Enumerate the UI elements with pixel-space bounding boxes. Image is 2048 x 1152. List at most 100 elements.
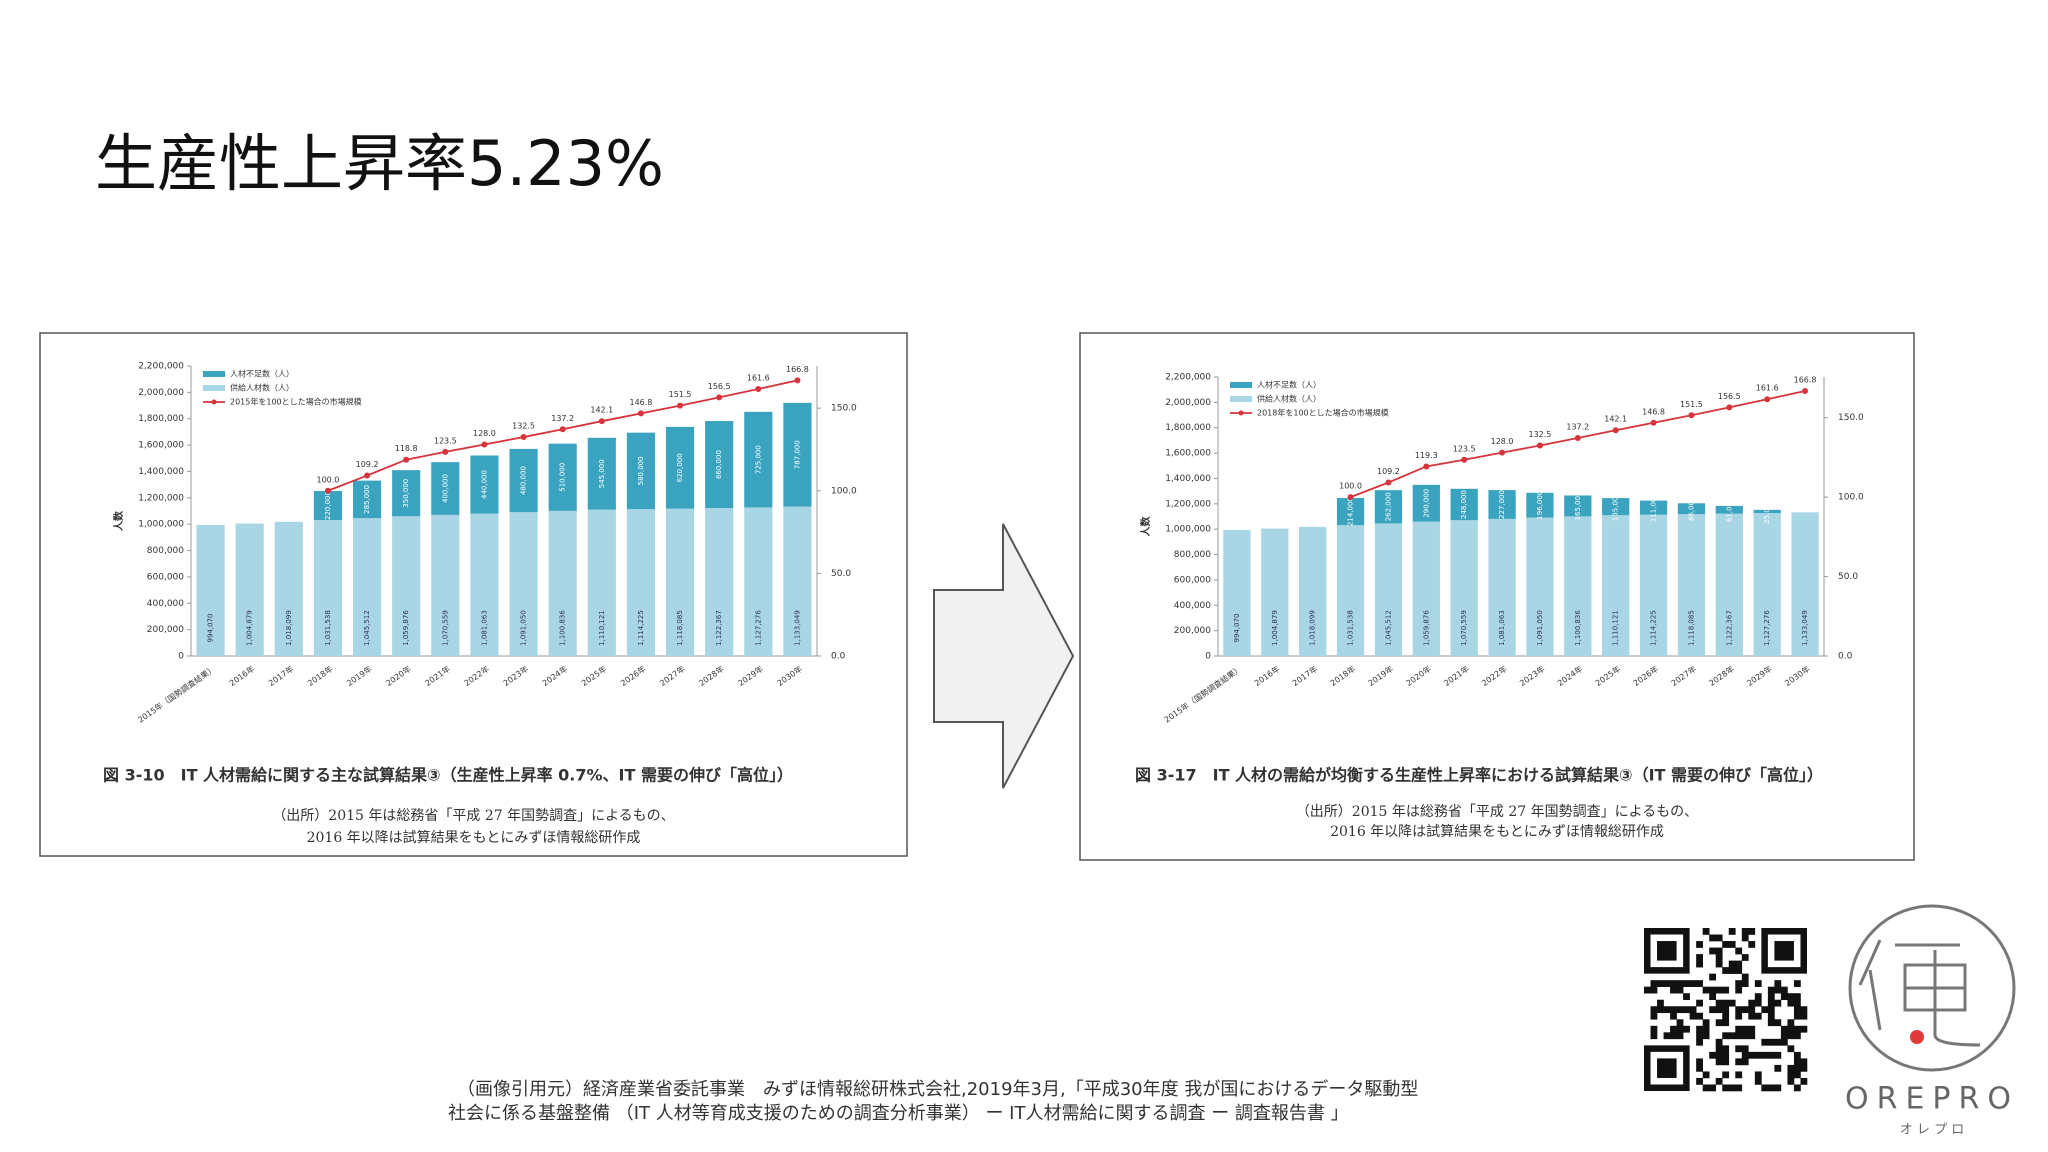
y2-tick-label: 0.0 bbox=[831, 652, 846, 662]
qr-cell bbox=[1793, 999, 1801, 1007]
bar-segment bbox=[1374, 490, 1403, 524]
qr-cell bbox=[1715, 1051, 1723, 1059]
line-point bbox=[1499, 449, 1506, 456]
y-tick-label: 1,200,000 bbox=[1165, 499, 1211, 509]
bar-value-label: 290,000 bbox=[1422, 489, 1430, 518]
qr-cell bbox=[1663, 980, 1671, 987]
qr-cell bbox=[1702, 928, 1710, 935]
y-tick-label: 1,000,000 bbox=[138, 520, 184, 530]
qr-cell bbox=[1696, 1012, 1703, 1020]
y2-tick-label: 100.0 bbox=[831, 486, 857, 496]
chart-note: 2016 年以降は試算結果をもとにみずほ情報総研作成 bbox=[307, 830, 641, 846]
y-tick-label: 1,800,000 bbox=[1165, 423, 1211, 433]
line-value-label: 132.5 bbox=[1528, 430, 1551, 439]
line-value-label: 156.5 bbox=[708, 382, 731, 391]
qr-cell bbox=[1735, 947, 1743, 955]
bar-segment bbox=[235, 523, 264, 656]
y-tick-label: 0 bbox=[1205, 652, 1211, 662]
qr-cell bbox=[1709, 1051, 1717, 1059]
bar-segment bbox=[1336, 498, 1365, 526]
qr-cell bbox=[1787, 1071, 1795, 1079]
qr-cell bbox=[1722, 1045, 1730, 1053]
qr-cell bbox=[1683, 1025, 1690, 1033]
qr-cell bbox=[1787, 1032, 1795, 1040]
qr-cell bbox=[1741, 1051, 1749, 1059]
bar-segment bbox=[352, 480, 382, 519]
line-point bbox=[1650, 419, 1657, 426]
line-value-label: 156.5 bbox=[1718, 392, 1741, 401]
bar-value-label: 1,114,225 bbox=[637, 610, 645, 646]
qr-cell bbox=[1722, 1019, 1730, 1027]
qr-cell bbox=[1793, 1084, 1801, 1092]
line-point bbox=[1764, 396, 1771, 403]
bar-value-label: 580,000 bbox=[637, 456, 645, 485]
line-value-label: 123.5 bbox=[434, 436, 457, 445]
y-tick-label: 1,200,000 bbox=[138, 493, 184, 503]
footer-line: 社会に係る基盤整備 （IT 人材等育成支援のための調査分析事業） ー IT人材需… bbox=[448, 1103, 1349, 1124]
y-tick-label: 400,000 bbox=[147, 599, 184, 609]
y-tick-label: 2,000,000 bbox=[1165, 398, 1211, 408]
bar-segment bbox=[313, 520, 343, 656]
qr-cell bbox=[1748, 1025, 1756, 1033]
qr-cell bbox=[1754, 1077, 1762, 1085]
bar-value-label: 86,000 bbox=[1687, 497, 1695, 521]
qr-cell bbox=[1735, 1045, 1743, 1053]
qr-cell bbox=[1793, 1025, 1801, 1033]
bar-segment bbox=[1223, 529, 1251, 656]
bar-value-label: 1,031,538 bbox=[1347, 610, 1355, 646]
line-value-label: 161.6 bbox=[747, 373, 770, 382]
qr-cell bbox=[1722, 1084, 1730, 1092]
legend-swatch bbox=[1238, 410, 1244, 416]
line-value-label: 146.8 bbox=[1642, 407, 1665, 416]
qr-cell bbox=[1780, 1025, 1788, 1033]
line-value-label: 142.1 bbox=[590, 406, 613, 415]
logo-kana: オ レ プ ロ bbox=[1900, 1123, 1964, 1138]
qr-cell bbox=[1696, 999, 1703, 1007]
qr-cell bbox=[1793, 1064, 1801, 1072]
qr-cell bbox=[1689, 1006, 1697, 1014]
legend-swatch bbox=[203, 371, 225, 377]
bar-value-label: 400,000 bbox=[441, 474, 449, 503]
qr-cell bbox=[1722, 1058, 1730, 1066]
qr-cell bbox=[1683, 993, 1690, 1001]
qr-cell bbox=[1793, 1051, 1801, 1059]
line-point bbox=[755, 385, 762, 392]
bar-segment bbox=[1602, 498, 1630, 516]
qr-cell bbox=[1735, 1071, 1743, 1079]
legend-label: 供給人材数（人） bbox=[230, 383, 294, 393]
bar-segment bbox=[1450, 520, 1478, 656]
y-tick-label: 800,000 bbox=[1174, 550, 1211, 560]
bar-value-label: 1,045,512 bbox=[363, 610, 371, 646]
qr-cell bbox=[1715, 999, 1723, 1007]
y2-tick-label: 150.0 bbox=[1838, 413, 1864, 423]
qr-cell bbox=[1722, 967, 1730, 974]
bar-segment bbox=[1564, 495, 1592, 517]
bar-segment bbox=[1753, 509, 1781, 514]
qr-cell bbox=[1696, 1038, 1703, 1046]
bar-value-label: 1,118,085 bbox=[676, 610, 684, 646]
qr-finder bbox=[1657, 941, 1677, 961]
qr-cell bbox=[1689, 980, 1697, 987]
qr-cell bbox=[1748, 999, 1756, 1007]
qr-code bbox=[1644, 928, 1808, 1092]
qr-cell bbox=[1793, 1058, 1801, 1066]
logo-glyph bbox=[1858, 939, 1981, 1047]
bar-value-label: 1,045,512 bbox=[1384, 610, 1392, 646]
qr-cell bbox=[1715, 960, 1723, 968]
qr-cell bbox=[1741, 1006, 1749, 1014]
y-tick-label: 600,000 bbox=[1174, 575, 1211, 585]
bar-segment bbox=[744, 411, 773, 508]
qr-cell bbox=[1676, 1006, 1684, 1014]
bar-segment bbox=[665, 426, 695, 509]
qr-cell bbox=[1761, 1051, 1769, 1059]
qr-cell bbox=[1676, 1032, 1684, 1040]
qr-cell bbox=[1787, 1025, 1795, 1033]
qr-cell bbox=[1774, 980, 1782, 987]
bar-segment bbox=[509, 512, 538, 656]
line-point bbox=[1423, 463, 1430, 470]
bar-segment bbox=[1715, 505, 1743, 514]
bar-segment bbox=[1677, 503, 1706, 515]
qr-cell bbox=[1702, 1071, 1710, 1079]
qr-cell bbox=[1787, 1019, 1795, 1027]
